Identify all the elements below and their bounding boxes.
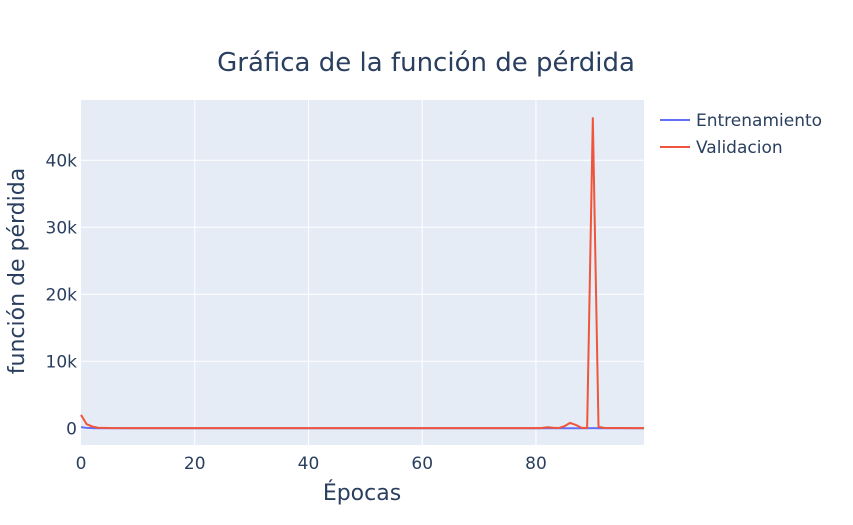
x-tick-label: 40	[298, 454, 320, 474]
y-axis-title: función de pérdida	[5, 168, 30, 374]
y-tick-label: 40k	[46, 151, 78, 171]
x-tick-label: 60	[411, 454, 433, 474]
y-tick-label: 30k	[46, 218, 78, 238]
legend-item-entrenamiento[interactable]: Entrenamiento	[660, 111, 822, 131]
legend[interactable]: Entrenamiento Validacion	[660, 111, 822, 158]
legend-label: Entrenamiento	[696, 111, 822, 131]
x-axis-title: Épocas	[323, 480, 401, 506]
chart-title: Gráfica de la función de pérdida	[217, 48, 635, 78]
x-tick-label: 0	[76, 454, 87, 474]
tick-labels: 0 20 40 60 80 0 10k 20k 30k 40k	[46, 151, 547, 474]
legend-label: Validacion	[696, 138, 783, 158]
legend-item-validacion[interactable]: Validacion	[660, 138, 783, 158]
x-tick-label: 20	[184, 454, 206, 474]
x-tick-label: 80	[525, 454, 547, 474]
y-tick-label: 0	[66, 419, 77, 439]
series-group	[80, 117, 645, 430]
y-tick-label: 20k	[46, 285, 78, 305]
y-tick-label: 10k	[46, 352, 78, 372]
plot-area	[81, 100, 644, 445]
series-line-validacion	[80, 117, 645, 430]
